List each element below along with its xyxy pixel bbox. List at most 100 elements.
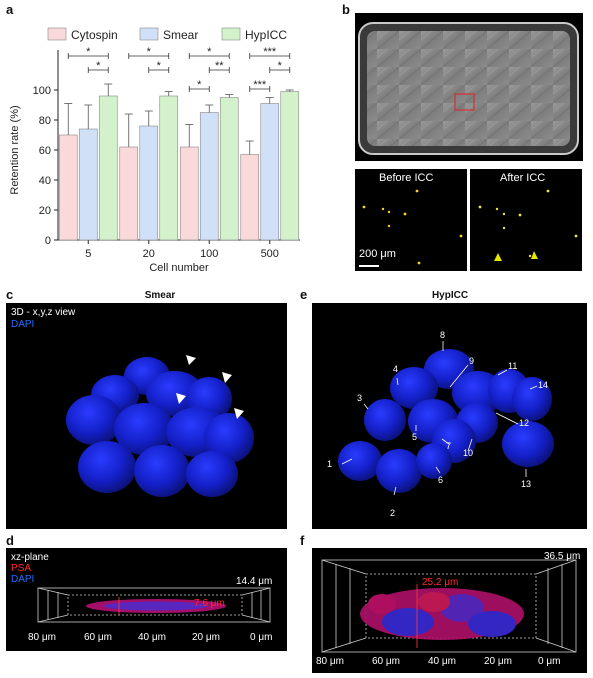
cell-label-9: 9 (469, 356, 475, 366)
x-tick-label: 5 (85, 248, 91, 260)
bar (199, 112, 219, 241)
tick-40-d: 40 μm (138, 632, 166, 643)
xz-box-d (37, 587, 271, 623)
psa-label: PSA (11, 563, 32, 574)
before-dots (362, 189, 463, 265)
sig-star: * (207, 46, 212, 58)
cell-label-8: 8 (440, 330, 446, 340)
sig-star: *** (253, 79, 267, 91)
sig-star: * (147, 46, 152, 58)
legend-label: Cytospin (71, 28, 118, 42)
sig-star: * (96, 60, 101, 72)
view-label: 3D - x,y,z view (11, 307, 76, 318)
y-axis-label: Retention rate (%) (9, 105, 21, 194)
tick-0-d: 0 μm (250, 632, 273, 643)
cell-label-7: 7 (446, 441, 452, 451)
tick-80-f: 80 μm (316, 656, 344, 667)
y-tick-label: 60 (39, 145, 51, 157)
bar (219, 97, 239, 241)
bar (58, 134, 78, 241)
thickness-label-f: 25.2 μm (422, 577, 459, 588)
x-tick-label: 20 (143, 248, 155, 260)
cell-label-3: 3 (357, 393, 363, 403)
arrowheads (176, 355, 244, 419)
cell-label-5: 5 (412, 432, 418, 442)
tick-40-f: 40 μm (428, 656, 456, 667)
tick-60-f: 60 μm (372, 656, 400, 667)
sig-star: * (86, 46, 91, 58)
depth-label-d: 14.4 μm (236, 576, 273, 587)
smear-xz-image: xz-plane PSA DAPI 14.4 μm 7.6 μm 80 μm 6… (6, 548, 287, 651)
bar (280, 91, 300, 241)
cell-label-2: 2 (390, 508, 396, 518)
legend-swatch (221, 27, 241, 41)
thickness-label-d: 7.6 μm (194, 598, 225, 609)
y-tick-label: 80 (39, 115, 51, 127)
bar (119, 146, 139, 241)
depth-label-f: 36.5 μm (544, 551, 581, 562)
panel-label-a: a (6, 2, 14, 17)
panel-label-b: b (342, 2, 350, 17)
smear-3d-image: 3D - x,y,z view DAPI (6, 303, 287, 529)
sig-star: * (197, 79, 202, 91)
cell-label-4: 4 (393, 364, 399, 374)
panel-e-title: HypICC (431, 290, 469, 301)
xz-box-f (321, 559, 577, 653)
roi-box (454, 93, 475, 111)
x-tick-label: 500 (261, 248, 279, 260)
cell-label-14: 14 (538, 380, 549, 390)
y-tick-label: 20 (39, 205, 51, 217)
bar (78, 128, 98, 241)
panel-label-d: d (6, 533, 14, 548)
y-tick-label: 0 (45, 235, 51, 247)
cell-label-1: 1 (327, 459, 333, 469)
before-icc-label: Before ICC (379, 172, 434, 184)
sig-star: * (157, 60, 162, 72)
x-tick-label: 100 (200, 248, 218, 260)
tick-20-d: 20 μm (192, 632, 220, 643)
before-icc-image: Before ICC 200 μm (355, 169, 467, 271)
after-icc-image: After ICC (470, 169, 582, 271)
panel-label-f: f (300, 533, 305, 548)
panel-label-e: e (300, 287, 308, 302)
x-axis-label: Cell number (149, 262, 209, 274)
after-dots (478, 189, 578, 261)
scale-bar (359, 265, 379, 267)
chamber-overview-svg (358, 22, 579, 155)
tick-0-f: 0 μm (538, 656, 561, 667)
panel-label-c: c (6, 287, 14, 302)
panel-c-title: Smear (144, 290, 176, 301)
legend-swatch (47, 27, 67, 41)
hypicc-3d-image: 1 2 3 4 5 6 7 8 9 10 11 12 13 14 (312, 303, 587, 529)
bar (260, 103, 280, 241)
hypicc-xz-image: 36.5 μm 25.2 μm 80 μm 60 μm 40 μm 20 μm … (312, 548, 587, 673)
legend-swatch (139, 27, 159, 41)
tick-60-d: 60 μm (84, 632, 112, 643)
bar (139, 125, 159, 241)
bar (98, 95, 118, 241)
bar (179, 146, 199, 241)
scale-bar-label: 200 μm (359, 248, 396, 260)
cell-label-13: 13 (521, 479, 532, 489)
y-tick-label: 40 (39, 175, 51, 187)
after-icc-label: After ICC (500, 172, 546, 184)
cell-leaders (341, 341, 538, 496)
cell-label-11: 11 (508, 361, 518, 371)
cell-label-12: 12 (519, 418, 530, 428)
bar (159, 95, 179, 241)
bar (240, 154, 260, 241)
cell-label-10: 10 (463, 448, 474, 458)
y-tick-label: 100 (33, 85, 51, 97)
chamber-overview-image (355, 13, 583, 161)
dapi-label-d: DAPI (11, 574, 35, 585)
retention-bar-chart: 0 20 40 60 80 100 Retention rate (%) Cell numbe… (9, 27, 300, 274)
tick-80-d: 80 μm (28, 632, 56, 643)
legend-label: Smear (163, 28, 198, 42)
dapi-label: DAPI (11, 319, 35, 330)
sig-star: * (278, 60, 283, 72)
sig-star: *** (263, 46, 277, 58)
cell-label-6: 6 (438, 475, 444, 485)
xz-plane-label: xz-plane (11, 552, 49, 563)
legend-label: HypICC (245, 28, 287, 42)
tick-20-f: 20 μm (484, 656, 512, 667)
